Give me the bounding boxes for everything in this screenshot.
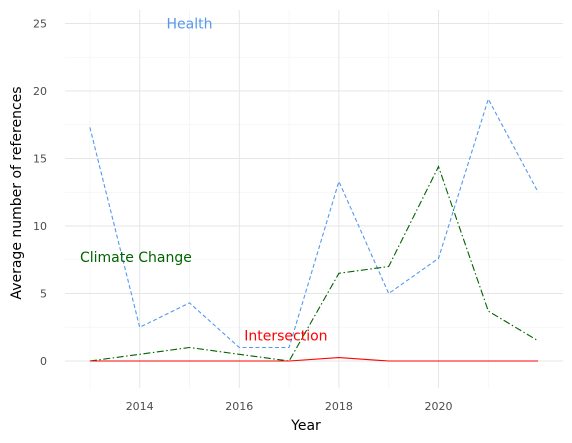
x-tick-label: 2016 — [225, 400, 253, 413]
y-tick-label: 15 — [33, 153, 47, 166]
y-axis-title: Average number of references — [9, 86, 25, 299]
series-labels: Health Climate Change Intersection — [80, 17, 328, 345]
y-axis-ticks: 0 5 10 15 20 25 — [33, 18, 47, 369]
x-axis-ticks: 2014 2016 2018 2020 — [126, 400, 453, 413]
x-tick-label: 2018 — [325, 400, 353, 413]
y-tick-label: 10 — [33, 220, 47, 233]
health-series-label: Health — [167, 17, 213, 33]
y-tick-label: 0 — [40, 355, 47, 368]
intersection-series-line — [89, 357, 539, 362]
climate-change-series-line — [89, 165, 539, 362]
x-tick-label: 2014 — [126, 400, 154, 413]
series-lines — [89, 97, 539, 362]
climate-change-series-label: Climate Change — [80, 250, 192, 266]
y-tick-label: 25 — [33, 18, 47, 31]
x-axis-title: Year — [290, 418, 321, 434]
health-series-line — [89, 97, 539, 349]
intersection-series-label: Intersection — [244, 328, 327, 344]
x-tick-label: 2020 — [425, 400, 453, 413]
grid — [65, 10, 563, 388]
y-tick-label: 5 — [40, 288, 47, 301]
y-tick-label: 20 — [33, 85, 47, 98]
